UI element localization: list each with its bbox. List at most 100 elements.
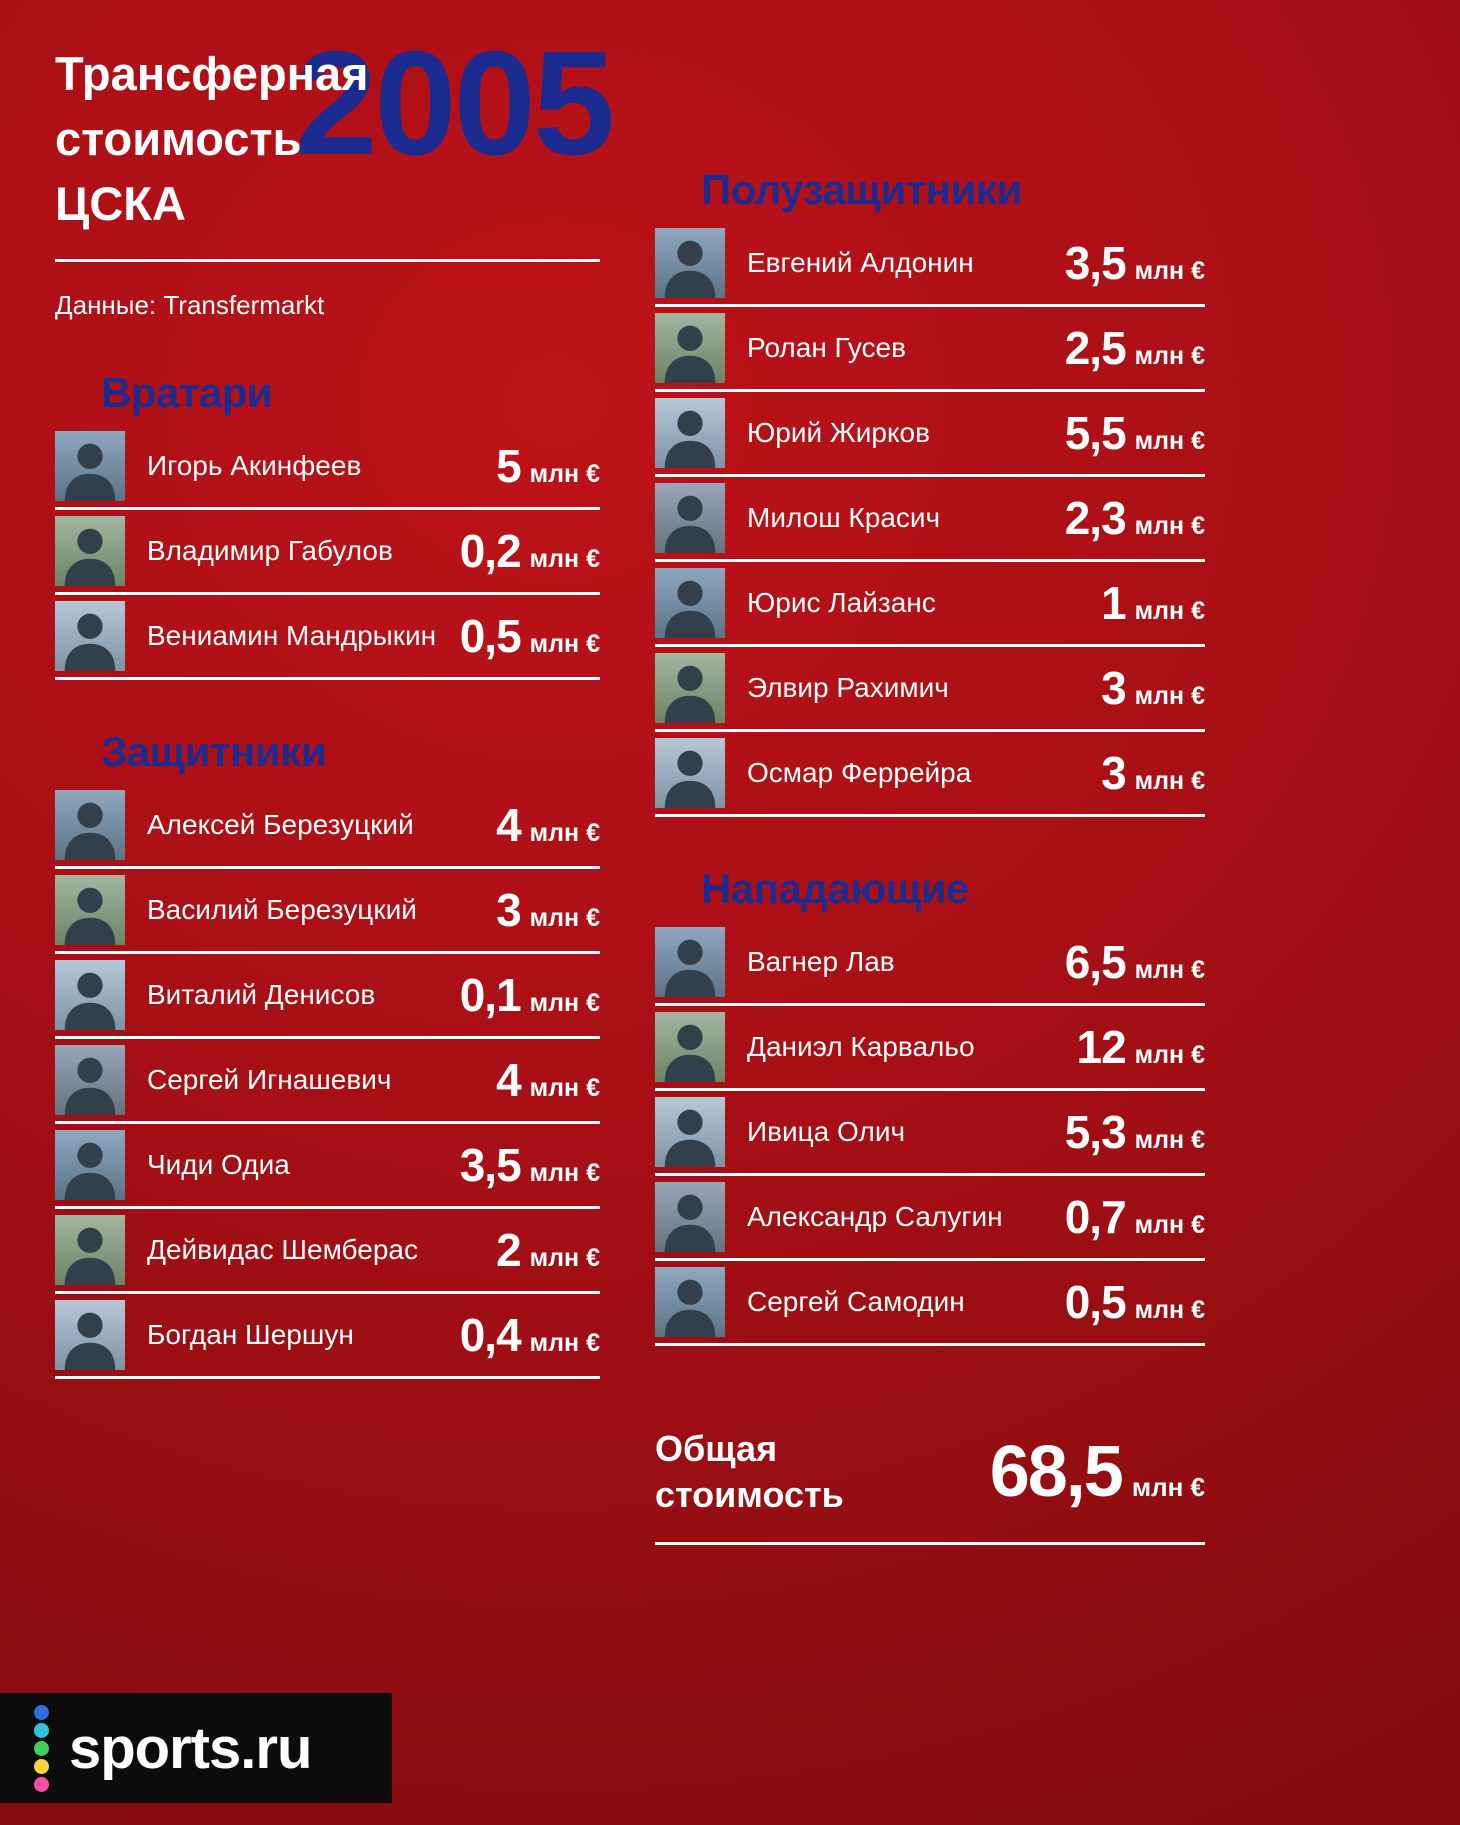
player-value: 0,7 млн € bbox=[1065, 1190, 1205, 1244]
logo-dot bbox=[34, 1722, 49, 1738]
player-value: 5,5 млн € bbox=[1065, 406, 1205, 460]
player-name: Владимир Габулов bbox=[147, 534, 393, 566]
player-silhouette-icon bbox=[64, 1057, 116, 1115]
player-value-number: 0,5 bbox=[1064, 1276, 1127, 1328]
total-value-unit: млн € bbox=[1131, 1472, 1205, 1503]
total-value: 68,5 млн € bbox=[990, 1431, 1205, 1513]
player-silhouette-icon bbox=[664, 1194, 716, 1252]
player-name: Вениамин Мандрыкин bbox=[147, 619, 437, 651]
player-value-unit: млн € bbox=[1134, 956, 1205, 984]
player-value: 5 млн € bbox=[496, 439, 600, 493]
title-line-2: стоимость bbox=[55, 111, 302, 165]
sports-ru-logo: sports.ru bbox=[0, 1693, 392, 1803]
player-photo bbox=[55, 789, 125, 860]
player-rows: Игорь Акинфеев 5 млн € Владимир Габулов … bbox=[55, 425, 600, 680]
player-value-unit: млн € bbox=[1134, 597, 1205, 625]
player-row: Виталий Денисов 0,1 млн € bbox=[55, 954, 600, 1039]
player-name: Даниэл Карвальо bbox=[747, 1031, 975, 1062]
player-name: Юрий Жирков bbox=[747, 417, 930, 448]
player-value: 4 млн € bbox=[496, 798, 600, 852]
player-row: Ивица Олич 5,3 млн € bbox=[655, 1091, 1205, 1176]
player-value-number: 12 bbox=[1076, 1021, 1127, 1073]
player-photo bbox=[655, 228, 725, 298]
player-silhouette-icon bbox=[664, 1279, 716, 1337]
player-name: Осмар Феррейра bbox=[747, 757, 972, 788]
player-photo bbox=[55, 430, 125, 501]
player-value: 0,2 млн € bbox=[460, 524, 600, 578]
player-row: Сергей Самодин 0,5 млн € bbox=[655, 1261, 1205, 1346]
player-value-unit: млн € bbox=[1134, 512, 1205, 540]
player-silhouette-icon bbox=[664, 580, 716, 638]
player-photo bbox=[655, 1267, 725, 1337]
player-value: 5,3 млн € bbox=[1065, 1105, 1205, 1159]
player-value-number: 3 bbox=[1101, 747, 1127, 799]
player-value-unit: млн € bbox=[1134, 257, 1205, 285]
player-name: Сергей Самодин bbox=[747, 1286, 965, 1317]
logo-dot bbox=[34, 1758, 49, 1774]
left-column: 2005 Трансферная стоимость ЦСКА Данные: … bbox=[55, 0, 615, 1545]
player-row: Алексей Березуцкий 4 млн € bbox=[55, 784, 600, 869]
player-value: 2,5 млн € bbox=[1065, 321, 1205, 375]
player-value-unit: млн € bbox=[1134, 1296, 1205, 1324]
player-name: Александр Салугин bbox=[747, 1201, 1003, 1232]
section-midfielders: Полузащитники Евгений Алдонин 3,5 млн € … bbox=[655, 166, 1205, 817]
player-name: Ролан Гусев bbox=[747, 332, 906, 363]
player-name: Дейвидас Шемберас bbox=[147, 1233, 418, 1265]
player-name: Богдан Шершун bbox=[147, 1318, 354, 1350]
logo-dot bbox=[34, 1776, 49, 1792]
player-value: 3,5 млн € bbox=[460, 1138, 600, 1192]
player-value: 0,5 млн € bbox=[460, 609, 600, 663]
player-value-number: 5,3 bbox=[1064, 1106, 1127, 1158]
player-row: Александр Салугин 0,7 млн € bbox=[655, 1176, 1205, 1261]
player-name: Юрис Лайзанс bbox=[747, 587, 936, 618]
section-heading-forwards: Нападающие bbox=[701, 865, 969, 912]
player-row: Ролан Гусев 2,5 млн € bbox=[655, 307, 1205, 392]
section-forwards: Нападающие Вагнер Лав 6,5 млн € Даниэл К… bbox=[655, 865, 1205, 1346]
title-line-1: Трансферная bbox=[55, 47, 369, 100]
player-silhouette-icon bbox=[64, 1312, 116, 1370]
total-value-number: 68,5 bbox=[989, 1432, 1124, 1513]
logo-dot bbox=[34, 1704, 49, 1720]
player-photo bbox=[55, 1129, 125, 1200]
player-photo bbox=[655, 398, 725, 468]
player-value: 0,5 млн € bbox=[1065, 1275, 1205, 1329]
player-row: Владимир Габулов 0,2 млн € bbox=[55, 510, 600, 595]
player-value-unit: млн € bbox=[1134, 1211, 1205, 1239]
player-row: Богдан Шершун 0,4 млн € bbox=[55, 1294, 600, 1379]
player-value-unit: млн € bbox=[529, 544, 600, 573]
player-rows: Вагнер Лав 6,5 млн € Даниэл Карвальо 12 … bbox=[655, 921, 1205, 1346]
player-row: Элвир Рахимич 3 млн € bbox=[655, 647, 1205, 732]
total-block: Общая стоимость 68,5 млн € bbox=[655, 1426, 1205, 1546]
logo-text: sports.ru bbox=[69, 1715, 312, 1781]
player-rows: Алексей Березуцкий 4 млн € Василий Берез… bbox=[55, 784, 600, 1379]
player-row: Осмар Феррейра 3 млн € bbox=[655, 732, 1205, 817]
section-heading-defenders: Защитники bbox=[101, 727, 327, 775]
player-row: Юрис Лайзанс 1 млн € bbox=[655, 562, 1205, 647]
year-label: 2005 bbox=[295, 21, 615, 186]
player-row: Чиди Одиа 3,5 млн € bbox=[55, 1124, 600, 1209]
player-name: Ивица Олич bbox=[747, 1116, 906, 1147]
player-photo bbox=[55, 1214, 125, 1285]
player-row: Даниэл Карвальо 12 млн € bbox=[655, 1006, 1205, 1091]
player-row: Вениамин Мандрыкин 0,5 млн € bbox=[55, 595, 600, 680]
player-value-unit: млн € bbox=[529, 629, 600, 658]
player-value-number: 0,2 bbox=[459, 524, 522, 577]
player-name: Сергей Игнашевич bbox=[147, 1063, 392, 1095]
player-value-unit: млн € bbox=[1134, 342, 1205, 370]
data-source-label: Данные: Transfermarkt bbox=[55, 289, 325, 320]
player-silhouette-icon bbox=[664, 1109, 716, 1167]
player-value-number: 0,7 bbox=[1064, 1191, 1127, 1243]
player-silhouette-icon bbox=[664, 939, 716, 997]
player-value-unit: млн € bbox=[529, 903, 600, 932]
player-photo bbox=[655, 927, 725, 997]
player-value-unit: млн € bbox=[529, 459, 600, 488]
player-value-number: 4 bbox=[496, 1053, 522, 1106]
total-label-line-1: Общая bbox=[655, 1428, 778, 1469]
player-value: 12 млн € bbox=[1077, 1020, 1206, 1074]
player-value-unit: млн € bbox=[529, 818, 600, 847]
player-photo bbox=[655, 738, 725, 808]
section-heading-goalkeepers: Вратари bbox=[101, 368, 273, 416]
total-label-line-2: стоимость bbox=[655, 1474, 844, 1516]
player-photo bbox=[55, 874, 125, 945]
player-row: Игорь Акинфеев 5 млн € bbox=[55, 425, 600, 510]
